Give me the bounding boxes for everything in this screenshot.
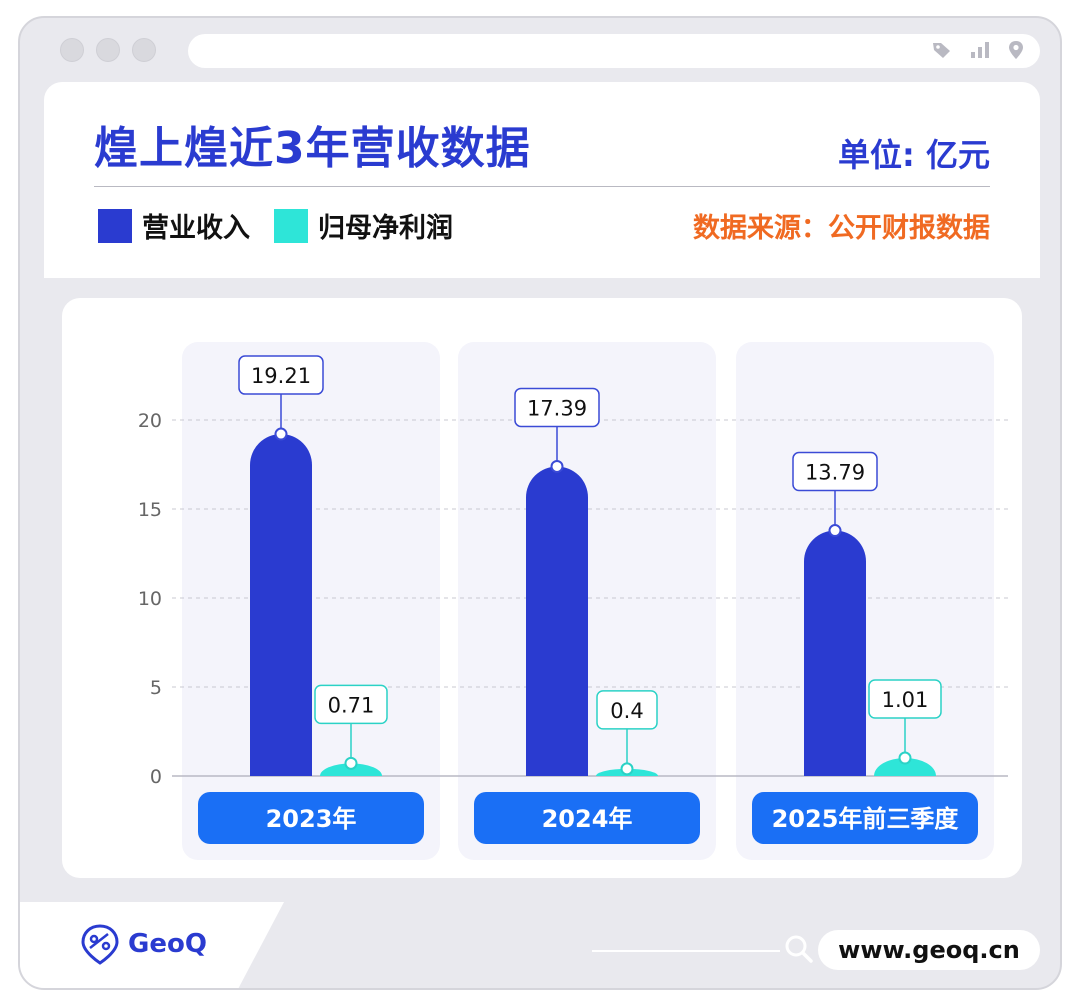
revenue-bar	[250, 434, 312, 776]
browser-frame: 煌上煌近3年营收数据 单位: 亿元 营业收入 归母净利润 数据来源：公开财报数据…	[18, 16, 1062, 990]
y-tick-label: 10	[138, 588, 162, 610]
data-label: 0.71	[328, 693, 375, 717]
profit-bar	[874, 758, 936, 776]
data-label-box	[314, 684, 388, 725]
data-label-box	[792, 451, 878, 492]
value-marker	[620, 762, 634, 776]
category-label: 2023年	[266, 805, 357, 833]
brand-name: GeoQ	[128, 929, 207, 959]
window-controls	[60, 38, 156, 62]
tag-icon	[933, 43, 950, 58]
category-pill	[752, 792, 978, 844]
legend-item-revenue: 营业收入	[98, 206, 250, 245]
page-title: 煌上煌近3年营收数据	[94, 123, 531, 174]
data-label-box	[514, 387, 600, 428]
data-label: 19.21	[251, 364, 311, 388]
legend-item-profit: 归母净利润	[274, 206, 453, 245]
category-pill	[198, 792, 424, 844]
legend-label-revenue: 营业收入	[142, 213, 250, 244]
chart-card: 0 5 10 15 20 19.21 0.71 2023年 17.39 0.4 2024年 13.79…	[62, 298, 1022, 878]
legend: 营业收入 归母净利润	[98, 206, 477, 245]
y-tick-label: 0	[150, 766, 162, 788]
data-label-box	[238, 355, 324, 395]
legend-swatch-revenue	[98, 208, 132, 243]
legend-swatch-profit	[274, 208, 308, 243]
search-icon[interactable]	[784, 934, 814, 964]
window-dot[interactable]	[60, 38, 84, 62]
header-card: 煌上煌近3年营收数据 单位: 亿元 营业收入 归母净利润 数据来源：公开财报数据	[44, 82, 1040, 278]
value-marker	[898, 751, 912, 765]
category-label: 2024年	[542, 805, 633, 833]
location-icon	[1009, 41, 1023, 59]
website-url[interactable]: www.geoq.cn	[818, 930, 1040, 970]
divider	[94, 186, 990, 187]
footer-divider	[592, 950, 780, 952]
bar-chart: 0 5 10 15 20 19.21 0.71 2023年 17.39 0.4 2024年 13.79…	[138, 342, 1008, 860]
footer-brand-panel	[20, 902, 284, 988]
data-source: 数据来源：公开财报数据	[693, 213, 990, 244]
revenue-bar	[804, 530, 866, 776]
data-label-box	[868, 679, 942, 719]
category-pill	[474, 792, 700, 844]
data-label: 1.01	[882, 688, 929, 712]
legend-label-profit: 归母净利润	[318, 213, 453, 244]
value-marker	[550, 459, 564, 473]
window-dot[interactable]	[132, 38, 156, 62]
address-bar[interactable]	[188, 34, 1040, 68]
value-marker	[344, 756, 358, 770]
signal-icon	[971, 42, 989, 58]
geoq-logo-icon	[81, 924, 119, 965]
data-label-box	[596, 690, 658, 730]
status-icons	[932, 40, 1024, 60]
value-marker	[274, 427, 288, 441]
data-label: 0.4	[610, 699, 643, 723]
y-tick-label: 15	[138, 499, 162, 521]
y-tick-label: 5	[150, 677, 162, 699]
brand-logo[interactable]: GeoQ	[78, 922, 207, 966]
y-tick-label: 20	[138, 410, 162, 432]
revenue-bar	[526, 466, 588, 776]
value-marker	[828, 524, 842, 538]
data-label: 13.79	[805, 461, 865, 485]
unit-label: 单位: 亿元	[838, 136, 990, 174]
category-label: 2025年前三季度	[772, 805, 960, 833]
window-dot[interactable]	[96, 38, 120, 62]
data-label: 17.39	[527, 396, 587, 420]
